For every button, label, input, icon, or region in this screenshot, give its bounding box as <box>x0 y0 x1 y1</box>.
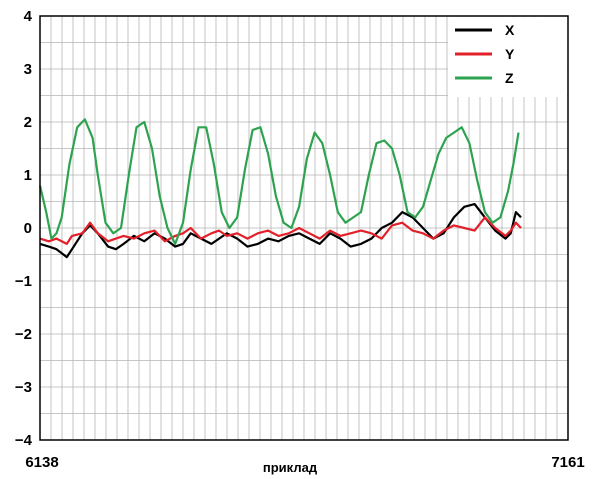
y-tick-label: −1 <box>15 273 32 290</box>
legend-label-z: Z <box>505 70 514 86</box>
y-tick-label: 4 <box>24 8 33 25</box>
y-axis-ticks: 4 3 2 1 0 −1 −2 −3 −4 <box>15 8 33 449</box>
y-tick-label: 3 <box>24 61 32 78</box>
series-layer <box>38 118 522 259</box>
legend-label-y: Y <box>505 46 515 62</box>
y-tick-label: 0 <box>24 220 32 237</box>
x-axis-title: приклад <box>263 460 318 475</box>
x-tick-label-end: 7161 <box>551 454 584 471</box>
y-tick-label: −3 <box>15 379 32 396</box>
series-line-x <box>39 203 522 259</box>
grid <box>40 16 568 440</box>
series-line-y <box>39 216 522 245</box>
plot-frame <box>39 15 569 441</box>
series-line-z <box>38 118 520 245</box>
legend-label-x: X <box>505 22 515 38</box>
x-tick-label-start: 6138 <box>25 454 58 471</box>
y-tick-label: 2 <box>24 114 32 131</box>
legend: XYZ <box>455 22 515 86</box>
x-axis-ticks: 6138 7161 <box>25 454 584 471</box>
y-tick-label: 1 <box>24 167 32 184</box>
y-tick-label: −2 <box>15 326 32 343</box>
y-tick-label: −4 <box>15 432 33 449</box>
